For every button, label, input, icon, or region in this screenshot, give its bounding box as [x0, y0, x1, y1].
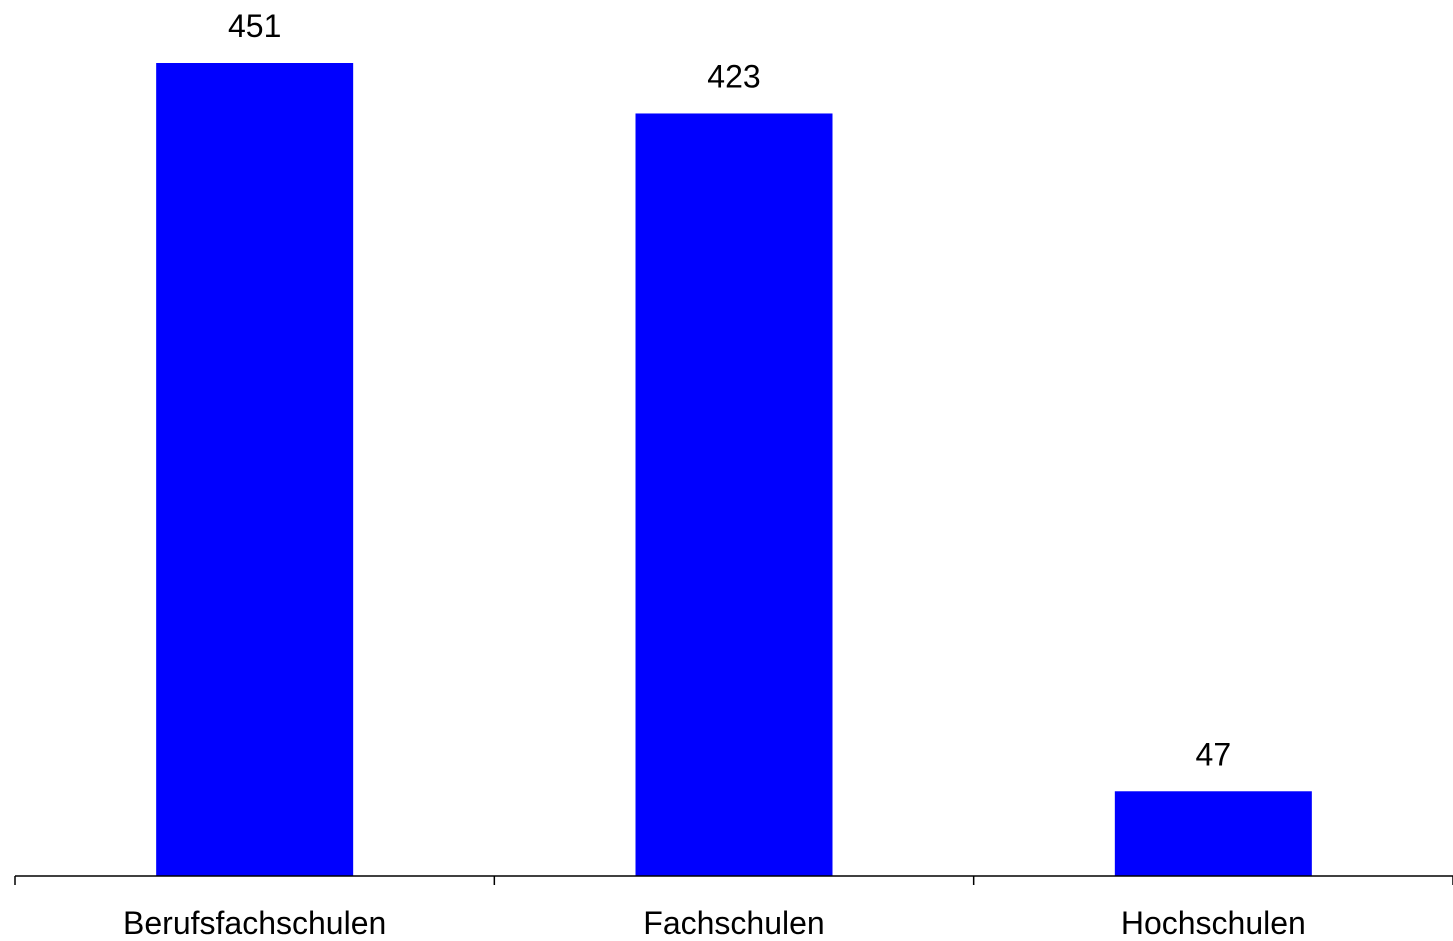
- category-label-berufsfachschulen: Berufsfachschulen: [123, 905, 386, 941]
- x-axis-ticks: [14, 876, 1453, 885]
- bar-berufsfachschulen: [156, 63, 354, 876]
- bar-hochschulen: [1114, 791, 1312, 876]
- data-label-berufsfachschulen: 451: [228, 8, 281, 44]
- bars-group: [156, 63, 1312, 877]
- data-labels-group: 451 423 47: [228, 8, 1231, 772]
- category-label-hochschulen: Hochschulen: [1121, 905, 1306, 941]
- category-label-fachschulen: Fachschulen: [643, 905, 824, 941]
- category-labels-group: Berufsfachschulen Fachschulen Hochschulen: [123, 905, 1306, 941]
- data-label-hochschulen: 47: [1196, 736, 1232, 772]
- bar-fachschulen: [635, 113, 833, 877]
- data-label-fachschulen: 423: [707, 58, 760, 94]
